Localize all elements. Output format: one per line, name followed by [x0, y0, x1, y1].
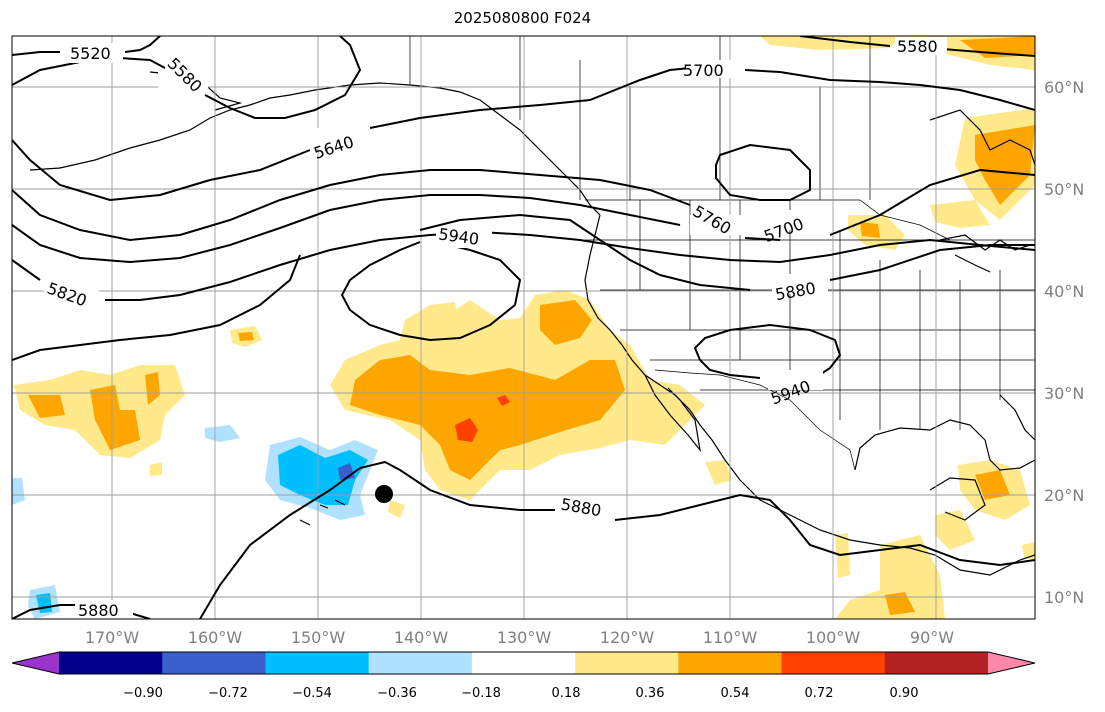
colorbar-tick: −0.36: [377, 686, 417, 701]
colorbar-segment: [884, 652, 989, 674]
lat-label: 20°N: [1044, 486, 1084, 505]
positive-anomaly-caribbean-core: [975, 470, 1010, 500]
contour-label: 5580: [897, 37, 938, 56]
negative-blob: [12, 478, 25, 505]
lat-label: 60°N: [1044, 78, 1084, 97]
contour-5820: [12, 230, 1035, 301]
contour-label: 5700: [683, 61, 724, 80]
colorbar-segment: [368, 652, 473, 674]
colorbar: [11, 651, 1036, 675]
contour-low-inner: [715, 143, 811, 201]
colorbar-tick: 0.18: [552, 686, 581, 701]
contour-5940-land: [693, 323, 842, 379]
colorbar-tick: 0.54: [721, 686, 750, 701]
negative-blob: [205, 425, 240, 442]
chart-title: 2025080800 F024: [453, 9, 592, 27]
colorbar-segment: [59, 652, 163, 674]
lon-label: 160°W: [188, 628, 243, 647]
positive-blob: [150, 462, 162, 476]
map-frame: [11, 35, 1036, 620]
colorbar-segment: [471, 652, 576, 674]
colorbar-segment: [781, 652, 886, 674]
contour-5880-sw: [12, 604, 151, 619]
contour-5640: [12, 67, 691, 202]
us-canada-border: [585, 199, 951, 241]
anomaly-shading: [12, 36, 1035, 619]
latitude-labels: 60°N 50°N 40°N 30°N 20°N 10°N: [1044, 78, 1084, 607]
strong-anomaly-spot: [455, 418, 478, 442]
contour-5940-ocean: [340, 241, 522, 342]
positive-anomaly-south: [835, 535, 945, 619]
positive-anomaly-core: [350, 355, 625, 480]
positive-anomaly-south-core: [885, 592, 915, 615]
colorbar-tick: 0.90: [890, 686, 919, 701]
negative-anomaly-hawaii-core: [278, 445, 368, 505]
lat-label: 10°N: [1044, 588, 1084, 607]
positive-blob-core: [238, 332, 254, 341]
positive-anomaly-north: [760, 36, 900, 50]
lon-label: 170°W: [85, 628, 140, 647]
hudson-bay: [929, 109, 1035, 166]
positive-blob: [388, 500, 405, 518]
colorbar-segment: [162, 652, 266, 674]
colorbar-segment: [678, 652, 783, 674]
pacific-nw-coast: [584, 214, 1035, 576]
lon-label: 150°W: [291, 628, 346, 647]
yucatan: [929, 477, 986, 521]
island-hawaii: [299, 499, 346, 526]
lon-label: 130°W: [497, 628, 552, 647]
colorbar-tick: −0.18: [461, 686, 501, 701]
colorbar-extend-high: [988, 652, 1035, 674]
contour-5760: [12, 168, 1035, 264]
colorbar-tick: 0.36: [636, 686, 665, 701]
positive-anomaly-ne: [930, 200, 990, 228]
lon-label: 90°W: [910, 628, 954, 647]
canada-provinces: [519, 36, 871, 200]
height-contours: [12, 36, 1035, 619]
colorbar-segment: [575, 652, 679, 674]
colorbar-ticks: −0.90 −0.72 −0.54 −0.36 −0.18 0.18 0.36 …: [123, 686, 918, 701]
lat-label: 30°N: [1044, 384, 1084, 403]
lon-label: 120°W: [600, 628, 655, 647]
us-mexico-border: [654, 369, 856, 471]
longitude-labels: 170°W 160°W 150°W 140°W 130°W 120°W 110°…: [85, 628, 954, 647]
colorbar-tick: 0.72: [805, 686, 834, 701]
contour-5700: [12, 69, 1035, 242]
lon-label: 140°W: [394, 628, 449, 647]
lat-label: 50°N: [1044, 180, 1084, 199]
baja-california: [644, 374, 701, 453]
lon-label: 100°W: [806, 628, 861, 647]
contour-label: 5880: [78, 601, 119, 620]
colorbar-tick: −0.90: [123, 686, 163, 701]
contour-label: 5520: [70, 44, 111, 63]
positive-blob: [430, 302, 458, 325]
positive-blob: [640, 395, 655, 410]
positive-anomaly-core-2: [540, 300, 592, 345]
positive-blob: [705, 460, 732, 485]
colorbar-segment: [265, 652, 370, 674]
contour-labels: 5520 5580 5640 5700 5760 5700 5820 5880 …: [44, 37, 947, 620]
contour-5880-north: [12, 213, 1035, 361]
positive-anomaly-west-core: [28, 372, 160, 450]
location-marker: [375, 485, 393, 503]
strong-anomaly-spot-2: [497, 395, 510, 406]
florida: [999, 394, 1035, 441]
contour-5520: [12, 36, 161, 56]
contour-5880-south: [199, 460, 1035, 619]
lon-label: 110°W: [703, 628, 758, 647]
colorbar-extend-low: [12, 652, 59, 674]
lat-label: 40°N: [1044, 282, 1084, 301]
colorbar-outline: [11, 651, 1036, 675]
colorbar-tick: −0.54: [292, 686, 332, 701]
positive-anomaly-great-lakes-core: [860, 222, 880, 238]
colorbar-tick: −0.72: [208, 686, 248, 701]
